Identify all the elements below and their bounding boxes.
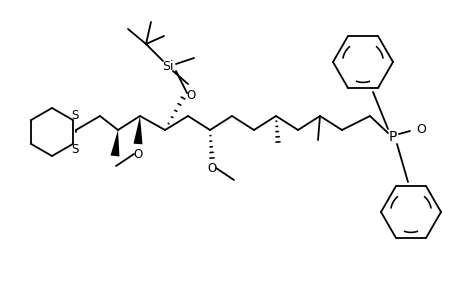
Polygon shape xyxy=(110,130,119,157)
Text: O: O xyxy=(133,148,142,160)
Polygon shape xyxy=(133,116,142,144)
Text: S: S xyxy=(71,142,78,155)
Text: S: S xyxy=(71,109,78,122)
Text: P: P xyxy=(388,130,396,144)
Text: O: O xyxy=(207,161,216,175)
Text: O: O xyxy=(186,88,195,101)
Text: O: O xyxy=(415,122,425,136)
Text: Si: Si xyxy=(162,59,174,73)
